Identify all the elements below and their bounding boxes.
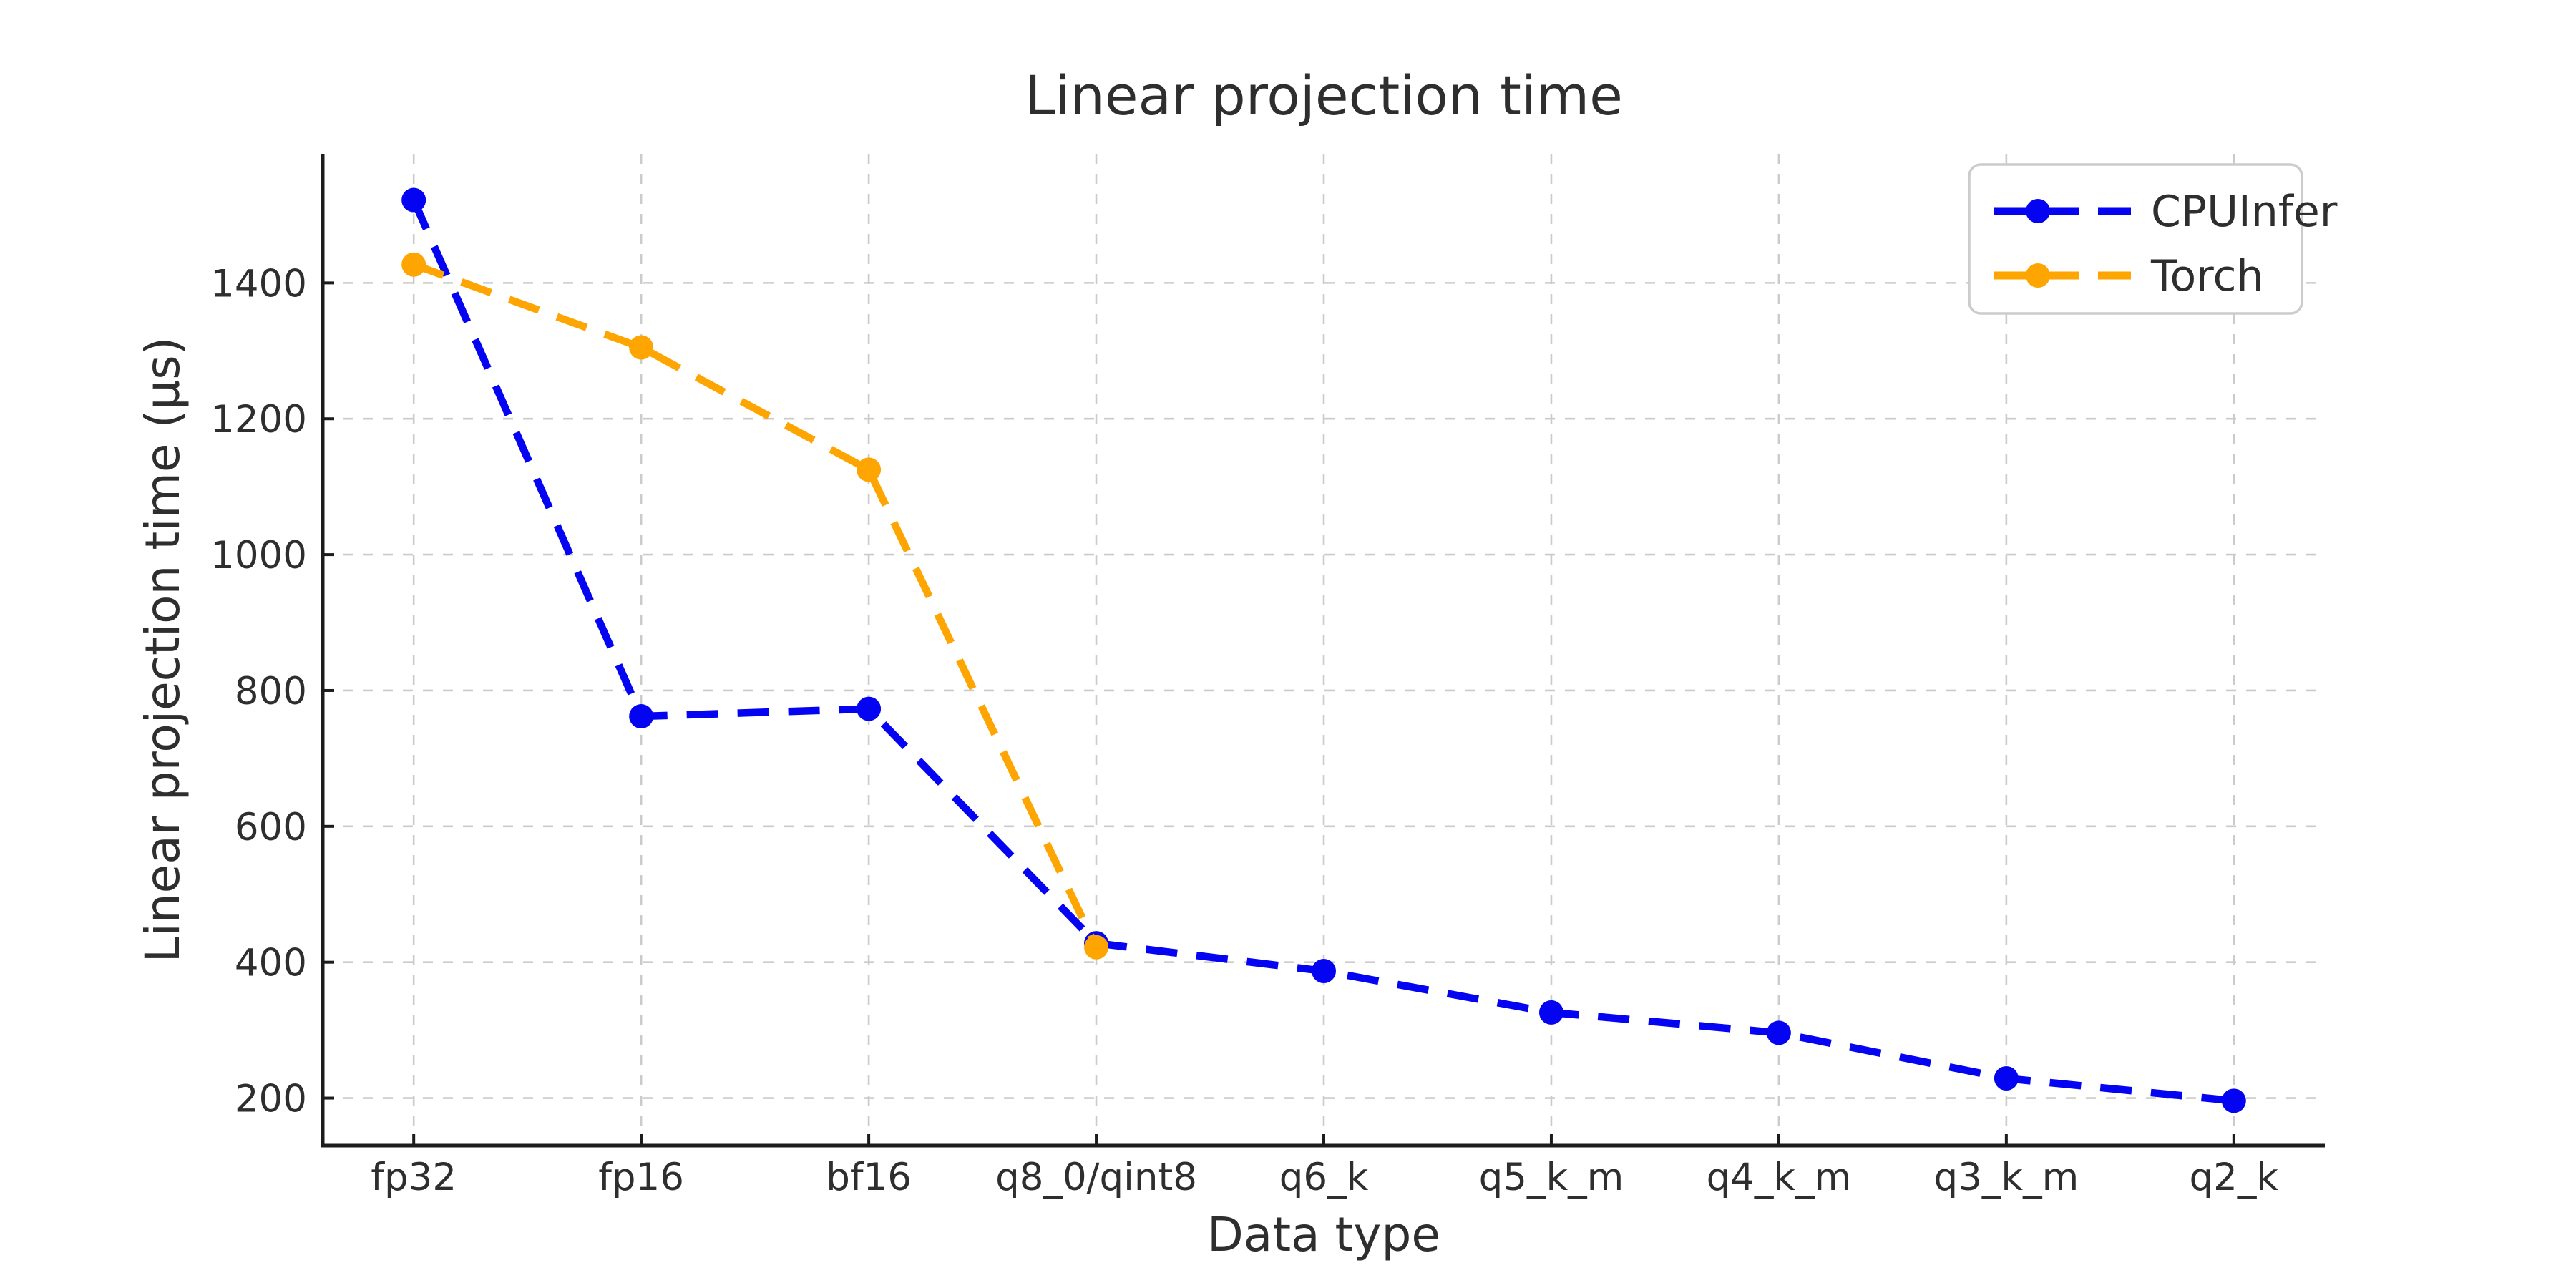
grid-layer [323, 154, 2325, 1146]
data-point-marker [1994, 1066, 2019, 1091]
data-point-marker [857, 457, 882, 482]
data-point-marker [1312, 959, 1336, 984]
y-axis-label: Linear projection time (µs) [135, 337, 190, 963]
legend-marker-torch [2026, 263, 2050, 288]
y-tick-label: 600 [235, 806, 307, 849]
x-tick-label: bf16 [826, 1156, 912, 1199]
x-tick-label: q8_0/qint8 [995, 1156, 1197, 1199]
series-layer [401, 187, 2246, 1113]
legend-entry-cpuinfer: CPUInfer [1994, 187, 2338, 237]
data-point-marker [401, 252, 426, 277]
y-tick-label: 800 [235, 670, 307, 713]
x-axis-label: Data type [1207, 1207, 1440, 1262]
data-point-marker [2221, 1088, 2246, 1113]
x-tick-label: q4_k_m [1707, 1156, 1852, 1199]
x-tick-label: fp32 [371, 1156, 457, 1199]
data-point-marker [629, 704, 654, 729]
y-tick-label: 200 [235, 1078, 307, 1121]
x-tick-label: q2_k [2190, 1156, 2279, 1199]
data-point-marker [1538, 1000, 1563, 1025]
series-torch [401, 252, 1109, 960]
tick-layer: 200 400 600 800 1000 1200 1400 fp32 fp16 bf16 q8_0… [210, 262, 2278, 1199]
data-point-marker [629, 335, 654, 360]
series-cpuinfer [401, 187, 2246, 1113]
series-line-torch [412, 260, 1100, 950]
legend-label-torch: Torch [2150, 251, 2264, 301]
data-point-marker [1766, 1020, 1791, 1045]
chart-title: Linear projection time [1025, 64, 1623, 127]
legend-label-cpuinfer: CPUInfer [2151, 187, 2338, 237]
x-tick-label: fp16 [598, 1156, 684, 1199]
y-tick-label: 1200 [210, 398, 307, 441]
x-tick-label: q3_k_m [1934, 1156, 2079, 1199]
legend-entry-torch: Torch [1994, 251, 2264, 301]
y-tick-label: 1000 [210, 534, 307, 577]
legend: CPUInfer Torch [1968, 163, 2338, 315]
data-point-marker [857, 696, 882, 721]
y-tick-label: 400 [235, 942, 307, 985]
data-point-marker [401, 187, 426, 213]
legend-marker-cpuinfer [2026, 199, 2050, 223]
x-tick-label: q6_k [1279, 1156, 1369, 1199]
data-point-marker [1084, 935, 1109, 960]
y-tick-label: 1400 [210, 262, 307, 306]
x-tick-label: q5_k_m [1479, 1156, 1624, 1199]
